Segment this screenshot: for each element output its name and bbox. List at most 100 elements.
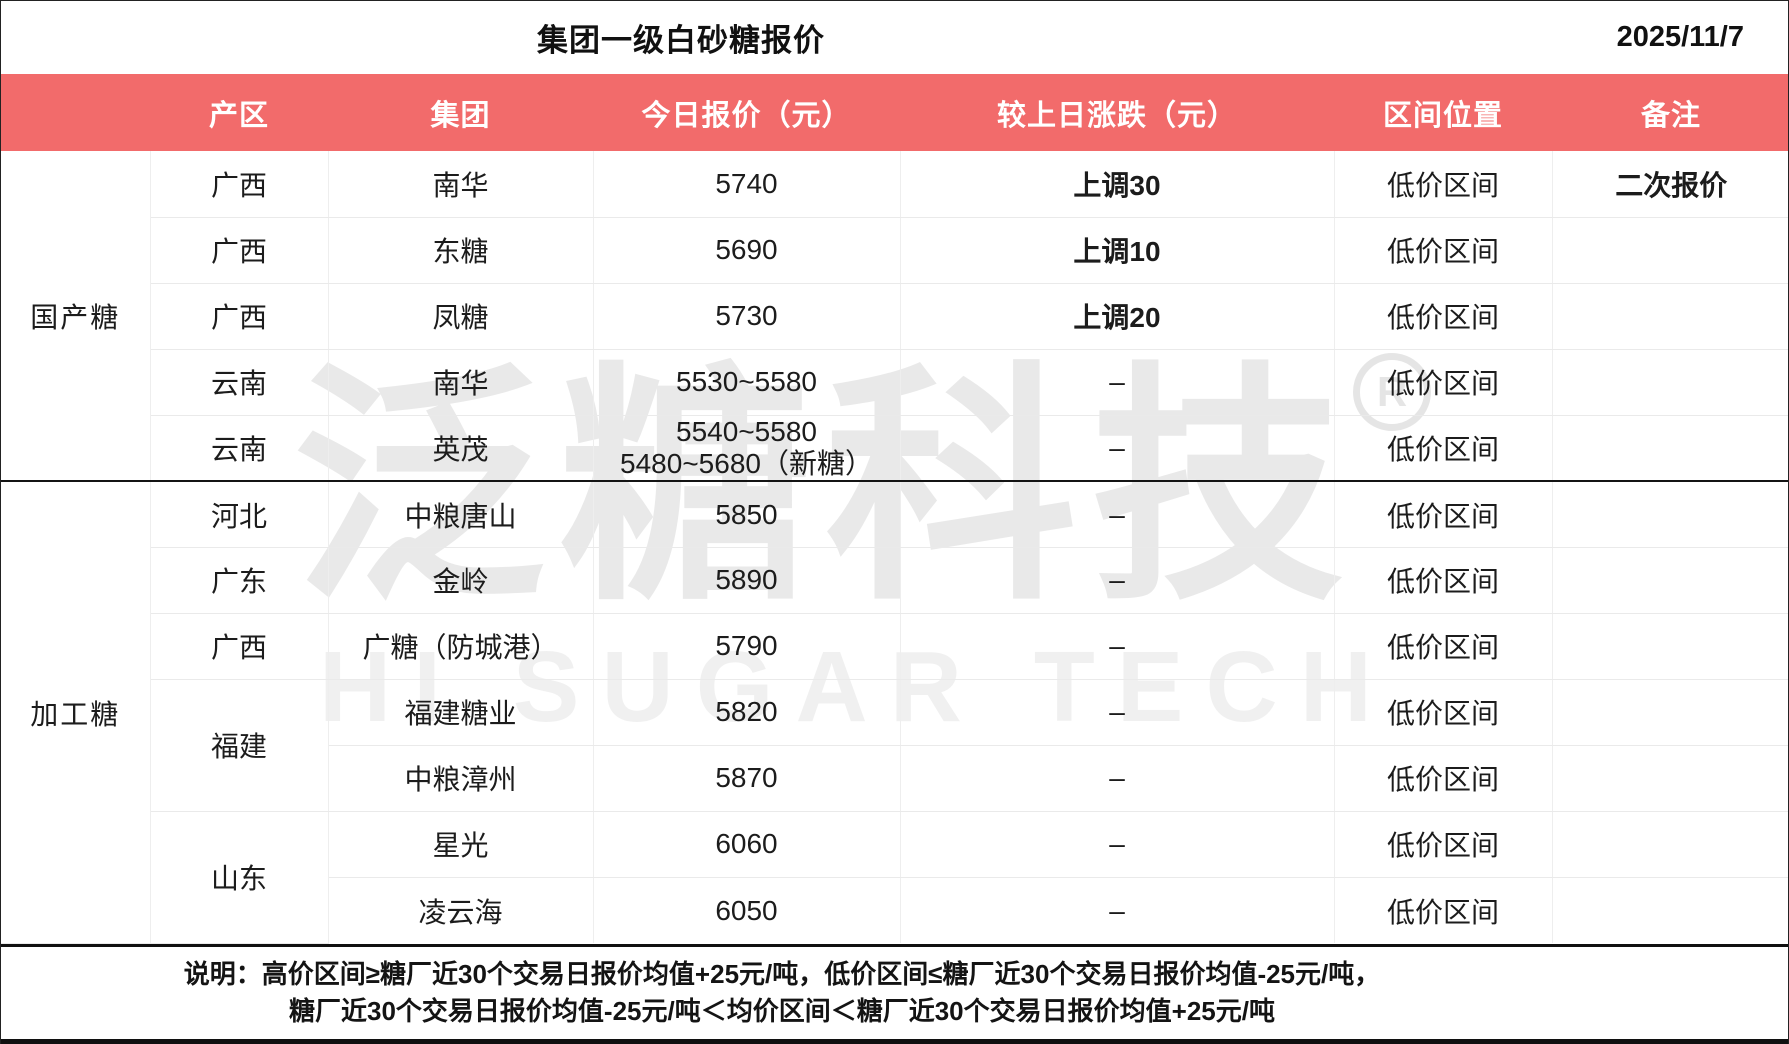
cell-region: 广西 xyxy=(150,613,329,680)
price-line-2: 5480~5680（新糖） xyxy=(620,447,873,479)
cell-group: 东糖 xyxy=(328,217,594,284)
cell-region-merged: 福建 xyxy=(150,679,329,812)
footnote-line-2: 糖厂近30个交易日报价均值-25元/吨＜均价区间＜糖厂近30个交易日报价均值+2… xyxy=(289,995,1275,1026)
table-row: 凌云海 6050 – 低价区间 xyxy=(1,877,1788,944)
cell-group: 星光 xyxy=(328,811,594,878)
cell-group: 中粮漳州 xyxy=(328,745,594,812)
cell-change: 上调20 xyxy=(900,283,1335,350)
section-processed-sugar: 加工糖 河北 中粮唐山 5850 – 低价区间 广东 金岭 5890 – 低价区… xyxy=(1,481,1788,944)
cell-price: 5730 xyxy=(593,283,901,350)
cell-range: 低价区间 xyxy=(1334,283,1553,350)
cell-change: – xyxy=(900,613,1335,680)
cell-range: 低价区间 xyxy=(1334,613,1553,680)
cell-price: 5870 xyxy=(593,745,901,812)
cell-price: 5690 xyxy=(593,217,901,284)
table-row: 广西 东糖 5690 上调10 低价区间 xyxy=(1,217,1788,284)
page-title: 集团一级白砂糖报价 xyxy=(537,23,825,58)
footnote: 说明：高价区间≥糖厂近30个交易日报价均值+25元/吨，低价区间≤糖厂近30个交… xyxy=(1,943,1788,1044)
table-row: 广东 金岭 5890 – 低价区间 xyxy=(1,547,1788,614)
cell-note xyxy=(1552,415,1788,481)
table-row: 广西 广糖（防城港） 5790 – 低价区间 xyxy=(1,613,1788,680)
cell-change: – xyxy=(900,547,1335,614)
cell-price: 5540~5580 5480~5680（新糖） xyxy=(593,415,901,482)
cell-group: 金岭 xyxy=(328,547,594,614)
cell-note xyxy=(1552,547,1788,614)
cell-region-merged: 山东 xyxy=(150,811,329,944)
cell-note xyxy=(1552,349,1788,416)
table-row: 加工糖 河北 中粮唐山 5850 – 低价区间 xyxy=(1,481,1788,944)
cell-price: 5820 xyxy=(593,679,901,746)
cell-range: 低价区间 xyxy=(1334,745,1553,812)
header-cell-blank xyxy=(1,74,150,151)
cell-note xyxy=(1552,679,1788,746)
cell-change: 上调30 xyxy=(900,151,1335,218)
table-row: 广西 凤糖 5730 上调20 低价区间 xyxy=(1,283,1788,350)
cell-note: 二次报价 xyxy=(1552,151,1788,218)
table-row: 山东 星光 6060 – 低价区间 xyxy=(1,811,1788,944)
cell-note xyxy=(1552,481,1788,548)
cell-change: 上调10 xyxy=(900,217,1335,284)
cell-change: – xyxy=(900,745,1335,812)
table-header-row: 产区 集团 今日报价（元） 较上日涨跌（元） 区间位置 备注 xyxy=(1,74,1788,151)
cell-range: 低价区间 xyxy=(1334,151,1553,218)
cell-change: – xyxy=(900,349,1335,416)
section-domestic-sugar: 国产糖 广西 南华 5740 上调30 低价区间 二次报价 广西 东糖 5690… xyxy=(1,151,1788,482)
header-cell-range: 区间位置 xyxy=(1334,74,1552,151)
cell-price: 5890 xyxy=(593,547,901,614)
section-label-domestic: 国产糖 xyxy=(1,151,151,482)
cell-note xyxy=(1552,283,1788,350)
header-cell-region: 产区 xyxy=(150,74,328,151)
cell-range: 低价区间 xyxy=(1334,877,1553,944)
cell-range: 低价区间 xyxy=(1334,217,1553,284)
cell-group: 凤糖 xyxy=(328,283,594,350)
cell-group: 广糖（防城港） xyxy=(328,613,594,680)
cell-range: 低价区间 xyxy=(1334,481,1553,548)
cell-range: 低价区间 xyxy=(1334,547,1553,614)
cell-region: 广西 xyxy=(150,283,329,350)
cell-group: 福建糖业 xyxy=(328,679,594,746)
cell-region: 广西 xyxy=(150,217,329,284)
table-row: 中粮漳州 5870 – 低价区间 xyxy=(1,745,1788,812)
cell-price: 6050 xyxy=(593,877,901,944)
cell-range: 低价区间 xyxy=(1334,679,1553,746)
cell-change: – xyxy=(900,811,1335,878)
cell-note xyxy=(1552,877,1788,943)
table-row: 福建 福建糖业 5820 – 低价区间 xyxy=(1,679,1788,812)
cell-change: – xyxy=(900,679,1335,746)
title-bar: 集团一级白砂糖报价 2025/11/7 xyxy=(1,1,1788,74)
footnote-line-1: 说明：高价区间≥糖厂近30个交易日报价均值+25元/吨，低价区间≤糖厂近30个交… xyxy=(183,958,1381,989)
cell-note xyxy=(1552,613,1788,680)
cell-price: 5530~5580 xyxy=(593,349,901,416)
cell-range: 低价区间 xyxy=(1334,415,1553,482)
cell-price: 5850 xyxy=(593,481,901,548)
report-date: 2025/11/7 xyxy=(1616,21,1744,53)
cell-price: 6060 xyxy=(593,811,901,878)
header-cell-change: 较上日涨跌（元） xyxy=(900,74,1334,151)
table-header: 产区 集团 今日报价（元） 较上日涨跌（元） 区间位置 备注 xyxy=(1,74,1788,151)
cell-change: – xyxy=(900,415,1335,482)
cell-change: – xyxy=(900,481,1335,548)
header-cell-group: 集团 xyxy=(328,74,593,151)
cell-note xyxy=(1552,745,1788,812)
cell-region: 广西 xyxy=(150,151,329,218)
cell-note xyxy=(1552,811,1788,878)
cell-group: 中粮唐山 xyxy=(328,481,594,548)
sugar-quote-table: 产区 集团 今日报价（元） 较上日涨跌（元） 区间位置 备注 国产糖 广西 南华… xyxy=(1,74,1788,944)
price-line-1: 5540~5580 xyxy=(676,415,817,447)
cell-region: 广东 xyxy=(150,547,329,614)
cell-note xyxy=(1552,217,1788,284)
cell-price: 5790 xyxy=(593,613,901,680)
cell-range: 低价区间 xyxy=(1334,811,1553,878)
table-row: 云南 英茂 5540~5580 5480~5680（新糖） – 低价区间 xyxy=(1,415,1788,482)
cell-region: 云南 xyxy=(150,415,329,482)
table-row: 国产糖 广西 南华 5740 上调30 低价区间 二次报价 xyxy=(1,151,1788,482)
cell-range: 低价区间 xyxy=(1334,349,1553,416)
cell-group: 南华 xyxy=(328,349,594,416)
cell-price: 5740 xyxy=(593,151,901,218)
cell-group: 凌云海 xyxy=(328,877,594,944)
header-cell-note: 备注 xyxy=(1552,74,1788,151)
cell-change: – xyxy=(900,877,1335,944)
cell-group: 南华 xyxy=(328,151,594,218)
cell-group: 英茂 xyxy=(328,415,594,482)
